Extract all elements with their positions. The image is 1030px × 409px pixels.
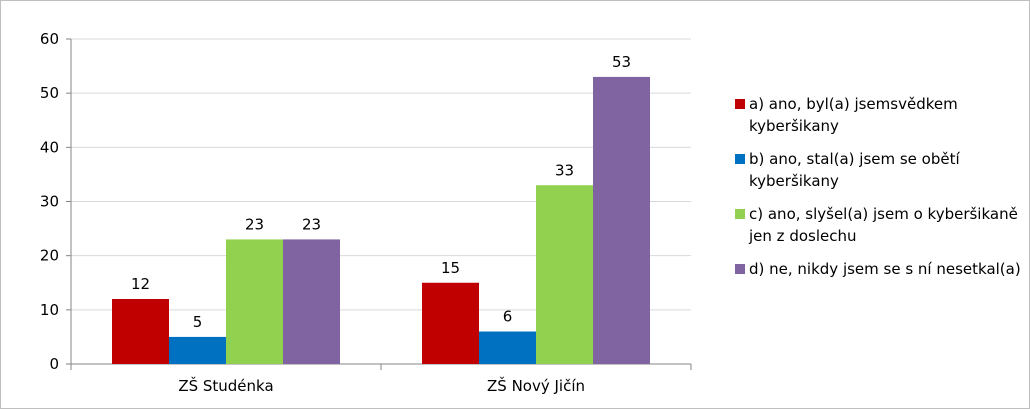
y-tick-label: 40 bbox=[40, 138, 59, 156]
legend-swatch bbox=[735, 209, 745, 219]
bar-series-3-2 bbox=[536, 185, 593, 364]
bar-series-3-1 bbox=[226, 239, 283, 364]
bar-series-4-1 bbox=[283, 239, 340, 364]
bar-series-1-2 bbox=[422, 282, 479, 364]
legend-swatch bbox=[735, 264, 745, 274]
data-label: 33 bbox=[555, 161, 574, 179]
data-labels: 12 5 23 23 15 6 33 53 bbox=[131, 53, 631, 331]
data-label: 23 bbox=[302, 215, 321, 233]
y-tick-label: 50 bbox=[40, 84, 59, 102]
x-category-label: ZŠ Nový Jičín bbox=[487, 376, 585, 395]
legend: a) ano, byl(a) jsemsvědkem kyberšikany b)… bbox=[735, 93, 1025, 291]
legend-label: c) ano, slyšel(a) jsem o kyberšikaně jen… bbox=[749, 205, 1018, 245]
bar-series-2-1 bbox=[169, 336, 226, 364]
data-label: 23 bbox=[245, 215, 264, 233]
y-tick-label: 60 bbox=[40, 30, 59, 48]
x-category-label: ZŠ Studénka bbox=[178, 376, 273, 395]
legend-label: a) ano, byl(a) jsemsvědkem kyberšikany bbox=[749, 95, 958, 135]
y-tick-label: 30 bbox=[40, 193, 59, 211]
legend-label: b) ano, stal(a) jsem se obětí kyberšikan… bbox=[749, 150, 960, 190]
legend-item: a) ano, byl(a) jsemsvědkem kyberšikany bbox=[735, 93, 1025, 137]
legend-item: c) ano, slyšel(a) jsem o kyberšikaně jen… bbox=[735, 203, 1025, 247]
legend-swatch bbox=[735, 154, 745, 164]
legend-item: d) ne, nikdy jsem se s ní nesetkal(a) bbox=[735, 258, 1025, 280]
bar-series-2-2 bbox=[479, 331, 536, 364]
y-tick-label: 10 bbox=[40, 301, 59, 319]
legend-swatch bbox=[735, 99, 745, 109]
legend-label: d) ne, nikdy jsem se s ní nesetkal(a) bbox=[749, 260, 1021, 278]
data-label: 15 bbox=[441, 259, 460, 277]
y-tick-label: 0 bbox=[49, 355, 59, 373]
legend-item: b) ano, stal(a) jsem se obětí kyberšikan… bbox=[735, 148, 1025, 192]
data-label: 12 bbox=[131, 275, 150, 293]
y-tick-label: 20 bbox=[40, 247, 59, 265]
bar-series-4-2 bbox=[593, 76, 650, 365]
bar-series-1-1 bbox=[112, 299, 169, 364]
bars bbox=[112, 76, 650, 365]
data-label: 6 bbox=[503, 308, 513, 326]
data-label: 53 bbox=[612, 53, 631, 71]
data-label: 5 bbox=[193, 313, 203, 331]
